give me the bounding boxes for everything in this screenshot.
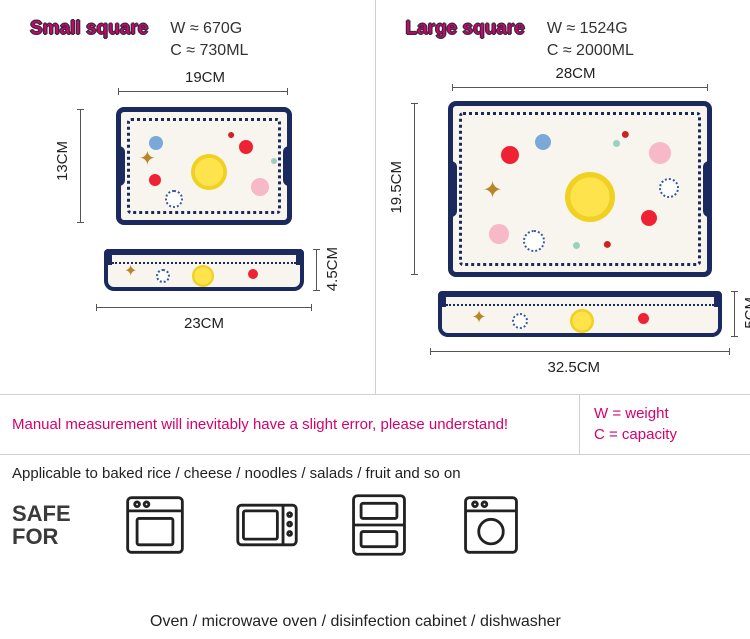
- legend-weight: W = weight: [594, 403, 736, 424]
- handle-right-icon: [714, 295, 722, 307]
- handle-left-icon: [104, 253, 112, 265]
- ladybug-icon: ●: [621, 126, 631, 144]
- red-flower-icon: [641, 210, 657, 226]
- disinfection-cabinet-icon: [346, 492, 412, 558]
- measurement-notice: Manual measurement will inevitably have …: [0, 395, 580, 454]
- teal-dot-icon: [613, 140, 620, 147]
- ladybug-icon: ●: [227, 126, 235, 142]
- small-title: Small square: [30, 18, 148, 40]
- dot-ring-icon: [523, 230, 545, 252]
- small-side-width: 23CM: [184, 315, 224, 332]
- small-specs: W ≈ 670G C ≈ 730ML: [170, 18, 248, 63]
- large-weight: W ≈ 1524G: [547, 18, 634, 40]
- small-diagram: 19CM 13CM ✦ ●: [10, 63, 365, 383]
- pink-flower-icon: [251, 178, 269, 196]
- safe-for-row: SAFE FOR: [0, 488, 750, 568]
- safe-label-line2: FOR: [12, 525, 102, 548]
- small-top-height: 13CM: [54, 141, 71, 181]
- dishwasher-icon: [458, 492, 524, 558]
- red-flower-icon: [149, 174, 161, 186]
- large-side-view: ✦: [438, 291, 722, 337]
- sunflower-icon: [192, 265, 214, 287]
- legend-box: W = weight C = capacity: [580, 395, 750, 454]
- large-diagram: 28CM 19.5CM ✦ ● ●: [386, 63, 741, 383]
- large-side-width: 32.5CM: [548, 359, 601, 376]
- small-top-width-line: [118, 91, 288, 92]
- safe-for-label: SAFE FOR: [12, 502, 102, 548]
- ladybug-icon: ●: [603, 236, 613, 254]
- butterfly-icon: ✦: [483, 176, 503, 205]
- large-top-width-line: [452, 87, 708, 88]
- red-flower-icon: [501, 146, 519, 164]
- large-title: Large square: [406, 18, 525, 40]
- applicable-text: Applicable to baked rice / cheese / nood…: [0, 455, 750, 488]
- large-side-height-line: [734, 291, 735, 337]
- large-side-height: 5CM: [742, 297, 750, 329]
- blue-flower-icon: [535, 134, 551, 150]
- handle-left-icon: [438, 295, 446, 307]
- large-side-width-line: [430, 351, 730, 352]
- small-side-view: ✦: [104, 249, 304, 291]
- legend-capacity: C = capacity: [594, 424, 736, 445]
- product-small: Small square W ≈ 670G C ≈ 730ML 19CM 13C…: [0, 0, 376, 394]
- sunflower-icon: [565, 172, 615, 222]
- small-top-height-line: [80, 109, 81, 223]
- pink-flower-icon: [489, 224, 509, 244]
- large-specs: W ≈ 1524G C ≈ 2000ML: [547, 18, 634, 63]
- large-top-view: ✦ ● ●: [448, 101, 712, 277]
- sunflower-icon: [570, 309, 594, 333]
- dot-ring-icon: [165, 190, 183, 208]
- large-header: Large square W ≈ 1524G C ≈ 2000ML: [386, 18, 741, 63]
- small-side-height: 4.5CM: [324, 247, 341, 291]
- pink-flower-icon: [649, 142, 671, 164]
- butterfly-icon: ✦: [124, 261, 137, 281]
- handle-right-icon: [283, 146, 292, 186]
- handle-left-icon: [448, 161, 457, 217]
- small-top-view: ✦ ●: [116, 107, 292, 225]
- teal-dot-icon: [271, 158, 277, 164]
- small-weight: W ≈ 670G: [170, 18, 248, 40]
- red-flower-icon: [239, 140, 253, 154]
- small-header: Small square W ≈ 670G C ≈ 730ML: [10, 18, 365, 63]
- teal-dot-icon: [573, 242, 580, 249]
- butterfly-icon: ✦: [139, 146, 156, 171]
- oven-icon: [122, 492, 188, 558]
- small-side-width-line: [96, 307, 312, 308]
- safe-for-caption: Oven / microwave oven / disinfection cab…: [150, 613, 561, 631]
- large-top-height: 19.5CM: [388, 161, 405, 214]
- large-top-height-line: [414, 103, 415, 275]
- handle-right-icon: [296, 253, 304, 265]
- small-capacity: C ≈ 730ML: [170, 40, 248, 62]
- product-large: Large square W ≈ 1524G C ≈ 2000ML 28CM 1…: [376, 0, 750, 394]
- red-flower-icon: [638, 313, 649, 324]
- dot-ring-icon: [659, 178, 679, 198]
- sunflower-icon: [191, 154, 227, 190]
- microwave-icon: [234, 492, 300, 558]
- small-side-height-line: [316, 249, 317, 291]
- red-flower-icon: [248, 269, 258, 279]
- large-capacity: C ≈ 2000ML: [547, 40, 634, 62]
- small-top-width: 19CM: [185, 69, 225, 86]
- notice-row: Manual measurement will inevitably have …: [0, 395, 750, 455]
- handle-right-icon: [703, 161, 712, 217]
- appliance-icons: [122, 492, 524, 558]
- handle-left-icon: [116, 146, 125, 186]
- product-comparison: Small square W ≈ 670G C ≈ 730ML 19CM 13C…: [0, 0, 750, 395]
- dot-ring-icon: [512, 313, 528, 329]
- large-top-width: 28CM: [556, 65, 596, 82]
- butterfly-icon: ✦: [472, 307, 487, 328]
- dot-ring-icon: [156, 269, 170, 283]
- safe-label-line1: SAFE: [12, 502, 102, 525]
